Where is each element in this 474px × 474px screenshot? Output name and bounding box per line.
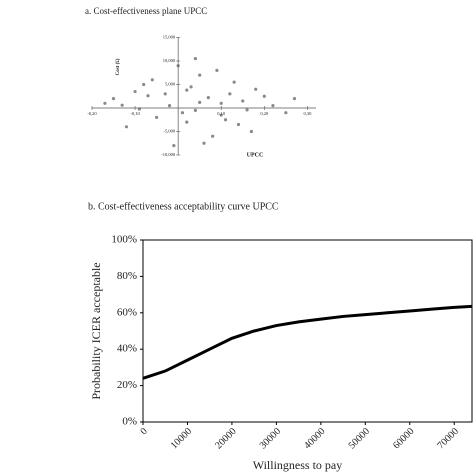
x-tick-label: 0,20 <box>260 111 269 117</box>
point <box>185 88 189 92</box>
y-tick-label: 0% <box>122 416 137 428</box>
x-tick-label: 10000 <box>169 426 194 451</box>
x-tick-label: 20000 <box>213 426 238 451</box>
y-axis-title: Probability ICER acceptable <box>89 262 103 399</box>
point <box>103 101 107 105</box>
x-tick-label: 50000 <box>347 426 372 451</box>
y-tick-label: 60% <box>117 306 137 318</box>
point <box>155 115 159 119</box>
y-tick-label: 15,000 <box>163 35 176 41</box>
point <box>193 108 197 112</box>
point <box>219 113 223 117</box>
point <box>146 94 150 98</box>
x-axis-title: UPCC <box>247 152 264 158</box>
point <box>254 87 258 91</box>
point <box>223 118 228 122</box>
x-tick-label: -0,20 <box>87 111 97 117</box>
y-tick-label: 20% <box>117 379 137 391</box>
point <box>133 89 137 94</box>
chart-title: a. Cost-effectiveness plane UPCC <box>85 6 207 16</box>
point <box>262 94 266 98</box>
point <box>180 111 185 115</box>
point <box>292 97 297 101</box>
point <box>245 108 249 112</box>
point <box>249 129 253 134</box>
point <box>167 104 172 108</box>
y-tick-label: 10,000 <box>163 58 176 64</box>
point <box>215 68 219 72</box>
x-tick-label: 30000 <box>258 426 283 451</box>
x-tick-label: 0,10 <box>217 111 226 117</box>
y-axis-title: Cost (£) <box>116 58 121 75</box>
point <box>185 120 189 124</box>
x-tick-label: 70000 <box>436 426 461 451</box>
point <box>111 97 116 101</box>
point <box>172 144 176 148</box>
point <box>120 103 124 107</box>
y-tick-label: 100% <box>111 234 137 246</box>
x-tick-label: 0,30 <box>303 111 312 117</box>
point <box>193 57 197 61</box>
point <box>236 122 241 127</box>
y-tick-label: -10,000 <box>161 152 176 158</box>
point <box>271 104 275 108</box>
plot-frame <box>142 239 473 423</box>
point <box>124 125 129 129</box>
point <box>202 141 206 145</box>
point <box>228 92 232 96</box>
x-tick-label: 40000 <box>302 426 327 451</box>
point <box>189 85 193 89</box>
y-tick-label: 5,000 <box>165 82 176 88</box>
y-tick-label: -5,000 <box>164 129 176 135</box>
point <box>150 78 154 82</box>
x-tick-label: 60000 <box>391 426 416 451</box>
x-tick-label: 0 <box>138 426 149 437</box>
curve <box>142 304 473 380</box>
point <box>232 80 236 84</box>
y-tick-label: 80% <box>117 270 137 282</box>
point <box>284 111 288 115</box>
point <box>211 134 215 138</box>
point <box>206 96 210 100</box>
chart-title: b. Cost-effectiveness acceptability curv… <box>88 201 279 212</box>
point <box>198 100 202 104</box>
y-tick-label: 40% <box>117 343 137 355</box>
point <box>142 82 146 87</box>
point <box>241 99 245 103</box>
x-tick-label: -0,10 <box>130 111 140 117</box>
x-axis-title: Willingness to pay <box>253 458 343 472</box>
point <box>219 101 223 105</box>
point <box>198 73 202 77</box>
point <box>163 92 167 96</box>
